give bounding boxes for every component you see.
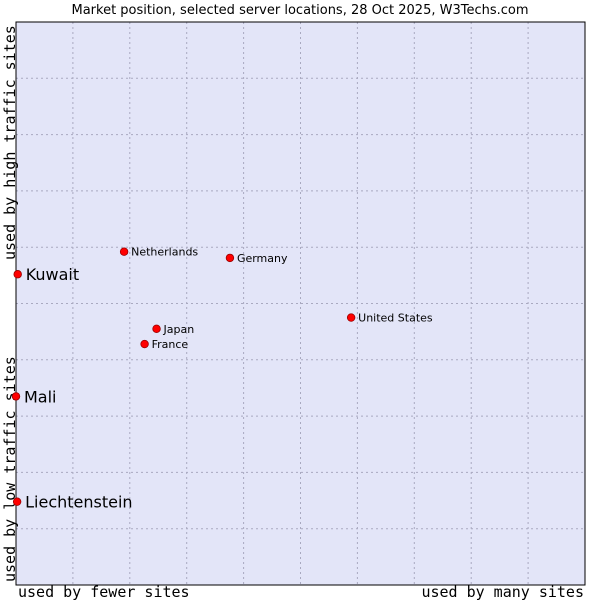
plot-frame (15, 21, 586, 586)
point-netherlands (119, 247, 129, 256)
grid-lines (16, 22, 585, 585)
point-united-states (346, 313, 356, 322)
point-label-netherlands: Netherlands (131, 246, 198, 259)
point-label-kuwait: Kuwait (26, 265, 79, 284)
point-germany (225, 253, 235, 263)
point-japan (152, 324, 161, 334)
point-label-liechtenstein: Liechtenstein (25, 493, 132, 512)
x-axis-label-left: used by fewer sites (18, 583, 190, 600)
y-axis-label-top: used by high traffic sites (1, 25, 19, 260)
point-kuwait (13, 270, 22, 279)
chart-title: Market position, selected server locatio… (71, 3, 528, 18)
point-label-mali: Mali (24, 387, 57, 406)
x-axis-label-right: used by many sites (421, 583, 584, 600)
point-france (140, 339, 149, 349)
point-label-united-states: United States (358, 312, 433, 325)
point-liechtenstein (12, 497, 22, 506)
data-points: Netherlands Germany United States Japan Fran… (11, 246, 433, 512)
point-mali (11, 392, 21, 401)
point-label-japan: Japan (163, 323, 195, 336)
y-axis-label-bottom: used by low traffic sites (1, 356, 19, 582)
point-label-germany: Germany (237, 252, 288, 265)
point-label-france: France (152, 338, 189, 351)
